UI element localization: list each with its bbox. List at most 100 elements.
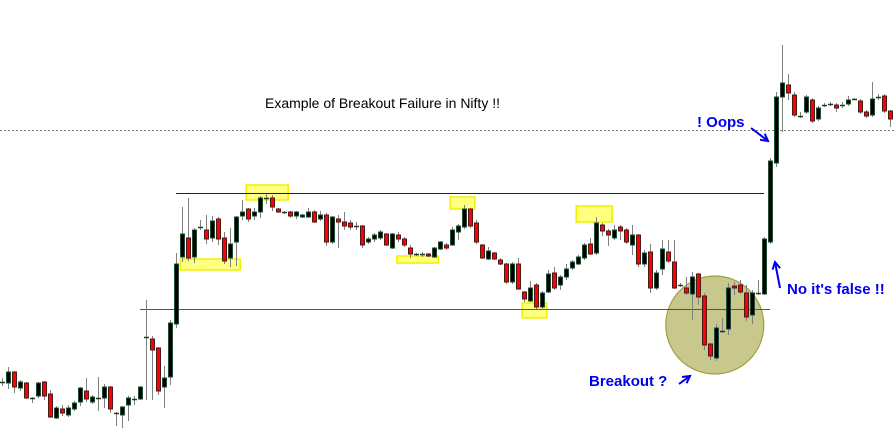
annotation-false-breakout: No it's false !! — [787, 281, 885, 298]
bullish-candle — [780, 82, 785, 98]
bearish-candle — [324, 214, 329, 243]
highlight-box — [179, 258, 241, 271]
bullish-candle — [372, 234, 377, 240]
bearish-candle — [468, 208, 473, 227]
bullish-candle — [762, 238, 767, 295]
oops-arrow-icon-head — [759, 133, 770, 143]
bullish-candle — [378, 231, 383, 239]
bearish-candle — [588, 243, 593, 255]
bearish-candle — [618, 226, 623, 232]
bullish-candle — [252, 211, 257, 217]
bullish-candle — [78, 387, 83, 403]
bearish-candle — [498, 259, 503, 265]
bullish-candle — [180, 233, 185, 258]
bullish-candle — [438, 241, 443, 250]
bearish-candle — [834, 104, 839, 109]
bullish-candle — [594, 222, 599, 254]
bearish-candle — [396, 234, 401, 240]
bullish-candle — [774, 96, 779, 164]
bullish-candle — [564, 268, 569, 278]
bearish-candle — [408, 247, 413, 255]
bullish-candle — [630, 234, 635, 246]
bearish-candle — [150, 338, 155, 351]
highlight-box — [449, 196, 476, 210]
bullish-candle — [804, 96, 809, 113]
bearish-candle — [108, 386, 113, 410]
bullish-candle — [570, 261, 575, 269]
bullish-candle — [258, 197, 263, 213]
bearish-candle — [696, 273, 701, 298]
bullish-candle — [432, 247, 437, 258]
bullish-candle — [456, 225, 461, 233]
bullish-candle — [768, 160, 773, 243]
bullish-candle — [294, 211, 299, 217]
bearish-candle — [684, 287, 689, 294]
bullish-candle — [36, 382, 41, 397]
bullish-candle — [192, 229, 197, 258]
bearish-candle — [888, 110, 893, 120]
bearish-candle — [666, 251, 671, 262]
bullish-candle — [102, 386, 107, 399]
bullish-candle — [174, 263, 179, 325]
bullish-candle — [210, 220, 215, 239]
bearish-candle — [864, 111, 869, 117]
bullish-candle — [462, 208, 467, 228]
bearish-candle — [270, 197, 275, 208]
bullish-candle — [576, 256, 581, 265]
bearish-candle — [384, 233, 389, 246]
bullish-candle — [162, 377, 167, 388]
bullish-candle — [612, 229, 617, 239]
bearish-candle — [84, 390, 89, 400]
bullish-candle — [318, 214, 323, 220]
bearish-candle — [24, 382, 29, 399]
bearish-candle — [636, 234, 641, 265]
bullish-candle — [558, 276, 563, 286]
bearish-candle — [156, 347, 161, 392]
bearish-candle — [504, 263, 509, 283]
bullish-candle — [690, 276, 695, 295]
bearish-candle — [186, 237, 191, 259]
bearish-candle — [600, 224, 605, 232]
highlight-box — [245, 184, 289, 201]
bearish-candle — [522, 291, 527, 300]
bullish-candle — [846, 99, 851, 105]
bullish-candle — [300, 214, 305, 218]
bullish-candle — [138, 386, 143, 400]
false-arrow-icon-head — [771, 259, 781, 270]
annotation-oops: ! Oops — [697, 114, 745, 131]
annotation-breakout: Breakout ? — [589, 373, 668, 390]
bullish-candle — [390, 233, 395, 249]
bearish-candle — [792, 94, 797, 116]
bullish-candle — [126, 397, 131, 406]
bearish-candle — [786, 84, 791, 94]
bullish-candle — [54, 407, 59, 419]
bearish-candle — [246, 208, 251, 220]
bullish-candle — [546, 273, 551, 293]
bearish-candle — [744, 292, 749, 318]
bullish-candle — [714, 327, 719, 359]
bearish-candle — [402, 238, 407, 246]
bullish-candle — [18, 381, 23, 389]
bullish-candle — [816, 107, 821, 120]
bearish-candle — [222, 237, 227, 262]
bullish-candle — [66, 407, 71, 416]
false-arrow-icon — [774, 261, 781, 289]
bearish-candle — [708, 343, 713, 357]
bullish-candle — [540, 292, 545, 308]
bearish-candle — [336, 218, 341, 223]
bearish-candle — [702, 295, 707, 346]
bullish-candle — [750, 292, 755, 316]
bullish-candle — [528, 287, 533, 302]
bearish-candle — [348, 222, 353, 228]
chart-title: Example of Breakout Failure in Nifty !! — [265, 95, 500, 111]
bearish-candle — [732, 285, 737, 289]
bearish-candle — [516, 263, 521, 290]
bullish-candle — [72, 402, 77, 410]
bullish-candle — [366, 238, 371, 243]
bullish-candle — [582, 244, 587, 259]
bearish-candle — [426, 253, 431, 257]
bearish-candle — [624, 229, 629, 243]
bearish-candle — [672, 261, 677, 289]
bearish-candle — [288, 211, 293, 217]
bearish-candle — [216, 218, 221, 240]
